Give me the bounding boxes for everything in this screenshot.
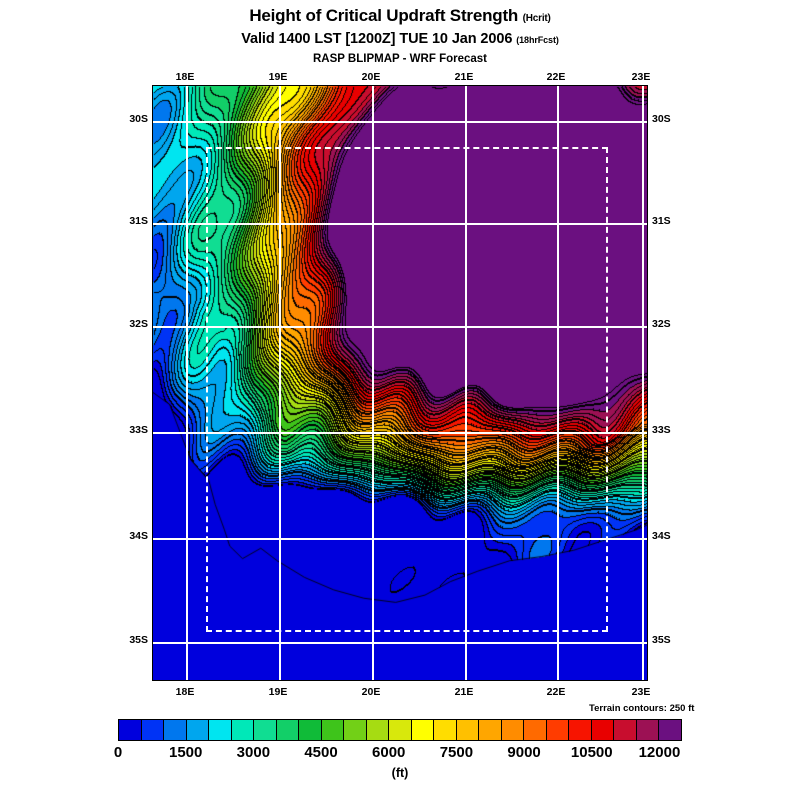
axis-tick-label: 18E	[175, 71, 195, 83]
terrain-contour-note: Terrain contours: 250 ft	[589, 703, 695, 714]
gridline-meridian	[642, 86, 644, 680]
colorbar-cell	[366, 720, 390, 740]
colorbar-tick-label: 1500	[168, 744, 203, 761]
colorbar-tick-label: 4500	[304, 744, 338, 761]
colorbar-cell	[321, 720, 345, 740]
page-title-text: Height of Critical Updraft Strength	[249, 6, 519, 25]
map-frame	[152, 85, 648, 681]
gridline-parallel	[153, 538, 647, 540]
colorbar-cell	[591, 720, 615, 740]
axis-tick-label: 21E	[454, 686, 474, 698]
gridline-meridian	[186, 86, 188, 680]
map-container[interactable]	[152, 85, 648, 681]
colorbar-cell	[411, 720, 435, 740]
colorbar[interactable]	[118, 719, 682, 741]
colorbar-cell	[209, 720, 232, 740]
colorbar-cell	[276, 720, 300, 740]
colorbar-cell	[299, 720, 322, 740]
axis-tick-label: 32S	[652, 318, 671, 330]
colorbar-cell	[546, 720, 570, 740]
forecast-hour-tag: (18hrFcst)	[516, 35, 559, 45]
colorbar-cell	[636, 720, 660, 740]
colorbar-cell	[119, 720, 142, 740]
colorbar-cell	[164, 720, 187, 740]
gridline-parallel	[153, 432, 647, 434]
gridline-meridian	[372, 86, 374, 680]
gridline-parallel	[153, 326, 647, 328]
colorbar-tick-label: 12000	[638, 744, 681, 761]
gridline-meridian	[279, 86, 281, 680]
colorbar-cell	[141, 720, 165, 740]
header-block: Height of Critical Updraft Strength (Hcr…	[0, 0, 800, 65]
gridline-meridian	[557, 86, 559, 680]
axis-tick-label: 31S	[129, 215, 148, 227]
colorbar-cell	[434, 720, 457, 740]
colorbar-cell	[659, 720, 681, 740]
axis-tick-label: 18E	[175, 686, 195, 698]
axis-tick-label: 35S	[129, 634, 148, 646]
axis-tick-label: 19E	[268, 686, 288, 698]
axis-tick-label: 34S	[129, 530, 148, 542]
colorbar-tick-label: 10500	[570, 744, 613, 761]
colorbar-cells	[118, 719, 682, 741]
axis-tick-label: 30S	[652, 113, 671, 125]
axis-tick-label: 21E	[454, 71, 474, 83]
page-title: Height of Critical Updraft Strength (Hcr…	[0, 6, 800, 26]
axis-tick-label: 30S	[129, 113, 148, 125]
colorbar-cell	[186, 720, 210, 740]
colorbar-cell	[479, 720, 502, 740]
gridline-meridian	[465, 86, 467, 680]
colorbar-cell	[231, 720, 255, 740]
colorbar-cell	[524, 720, 547, 740]
colorbar-tick-label: 9000	[507, 744, 541, 761]
axis-tick-label: 31S	[652, 215, 671, 227]
colorbar-tick-labels: 0 1500 3000 4500 6000 7500 9000 10500 12000	[100, 744, 700, 764]
axis-tick-label: 34S	[652, 530, 671, 542]
colorbar-cell	[254, 720, 277, 740]
colorbar-cell	[456, 720, 480, 740]
axis-tick-label: 20E	[361, 71, 381, 83]
axis-tick-label: 33S	[129, 424, 148, 436]
valid-time-line: Valid 1400 LST [1200Z] TUE 10 Jan 2006 (…	[0, 31, 800, 47]
axis-tick-label: 22E	[546, 686, 566, 698]
axis-tick-label: 23E	[631, 686, 651, 698]
gridline-parallel	[153, 223, 647, 225]
colorbar-cell	[501, 720, 525, 740]
axis-tick-label: 32S	[129, 318, 148, 330]
hcrit-heatmap-canvas	[153, 86, 647, 680]
axis-tick-label: 33S	[652, 424, 671, 436]
colorbar-cell	[569, 720, 592, 740]
axis-tick-label: 23E	[631, 71, 651, 83]
colorbar-units: (ft)	[391, 766, 409, 780]
colorbar-tick-label: 0	[113, 744, 123, 761]
colorbar-tick-label: 7500	[439, 744, 474, 761]
axis-tick-label: 20E	[361, 686, 381, 698]
model-line: RASP BLIPMAP - WRF Forecast	[312, 53, 488, 65]
colorbar-cell	[344, 720, 367, 740]
valid-time-text: Valid 1400 LST [1200Z] TUE 10 Jan 2006	[241, 31, 513, 47]
page-title-param: (Hcrit)	[522, 13, 551, 24]
colorbar-tick-label: 3000	[236, 744, 271, 761]
axis-tick-label: 19E	[268, 71, 288, 83]
gridline-parallel	[153, 642, 647, 644]
axis-tick-label: 22E	[546, 71, 566, 83]
colorbar-cell	[614, 720, 637, 740]
colorbar-tick-label: 6000	[372, 744, 406, 761]
gridline-parallel	[153, 121, 647, 123]
colorbar-cell	[389, 720, 412, 740]
axis-tick-label: 35S	[652, 634, 671, 646]
